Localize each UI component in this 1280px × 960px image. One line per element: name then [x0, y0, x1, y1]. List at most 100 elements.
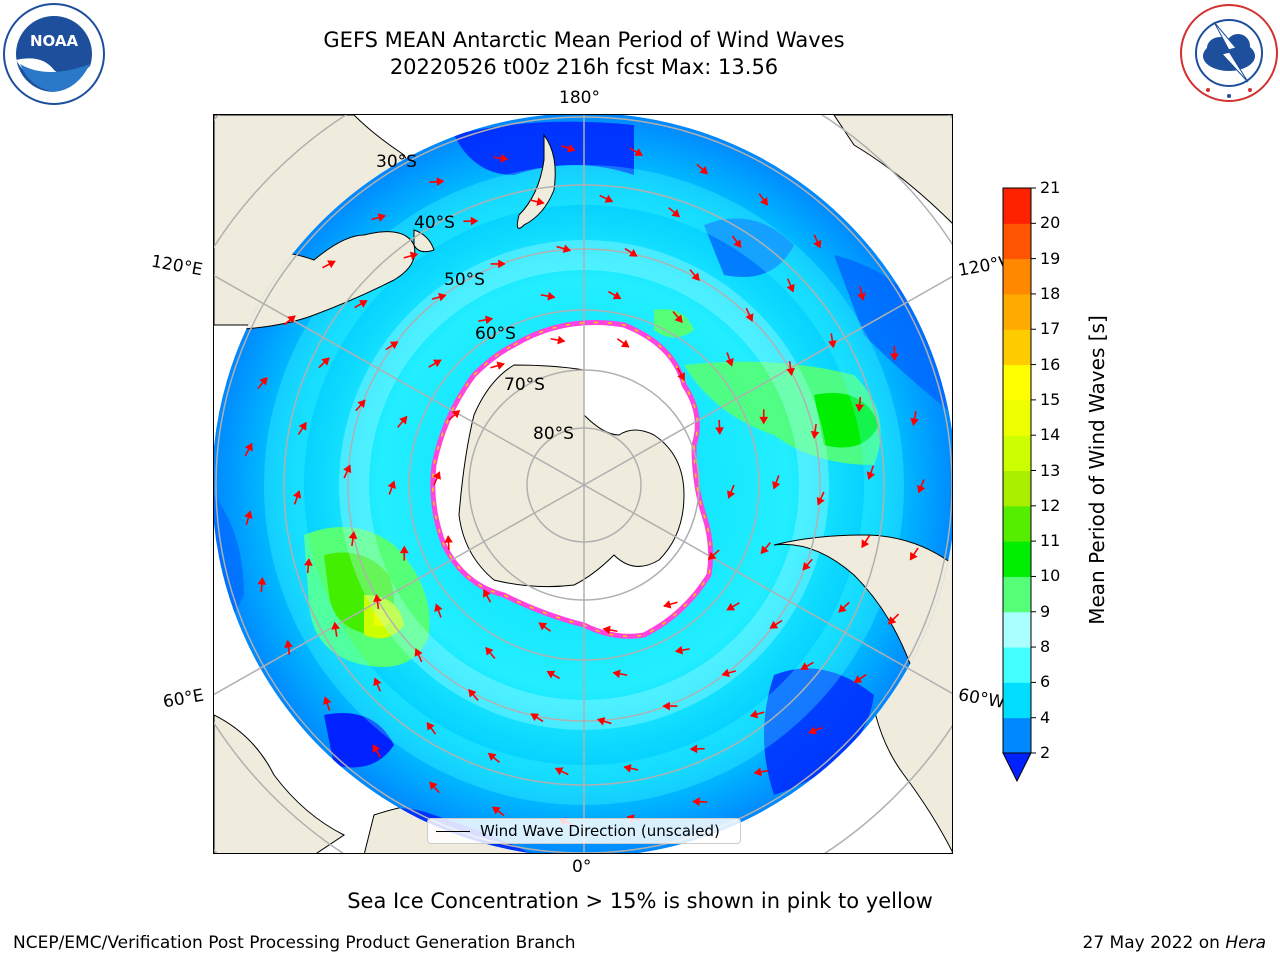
sea-ice-note: Sea Ice Concentration > 15% is shown in …: [347, 889, 933, 913]
colorbar-title: Mean Period of Wind Waves [s]: [1085, 315, 1109, 625]
wave-arrow-head: [612, 669, 621, 679]
lat-label-40s: 40°S: [414, 213, 455, 233]
colorbar-segment: [1003, 682, 1031, 719]
wave-arrow-head: [377, 213, 387, 222]
wave-arrow-head: [602, 625, 611, 635]
wave-arrow-head: [470, 216, 479, 226]
lon-label-120e: 120°E: [149, 251, 205, 281]
wave-arrow-head: [359, 300, 368, 308]
legend-label: Wind Wave Direction (unscaled): [480, 822, 720, 840]
wave-arrow-head: [321, 357, 330, 366]
wave-arrow-head: [387, 480, 396, 490]
wave-arrow-head: [749, 709, 759, 719]
wave-arrow-head: [496, 361, 505, 370]
wave-arrow-head: [500, 153, 509, 163]
wave-arrow-head: [562, 244, 572, 253]
wave-arrow-head: [343, 464, 352, 474]
wave-arrow-head: [917, 484, 926, 494]
colorbar-segment: [1003, 399, 1031, 436]
colorbar-tick-label: 11: [1040, 531, 1061, 551]
wave-arrow-head: [468, 689, 477, 698]
wave-arrow-head: [772, 480, 781, 490]
wave-arrow-head: [861, 539, 870, 549]
wave-arrow-head: [760, 197, 769, 206]
colorbar-tick-label: 16: [1040, 354, 1061, 374]
wave-arrow-head: [451, 410, 461, 419]
colorbar-tick-label: 8: [1040, 637, 1051, 657]
colorbar-segment: [1003, 188, 1031, 224]
wave-arrow-head: [432, 359, 442, 368]
wave-arrow-head: [855, 404, 864, 412]
wave-arrow-head: [373, 594, 382, 603]
wave-arrow-head: [331, 621, 340, 630]
wave-arrow-head: [691, 272, 700, 281]
wave-arrow-head: [357, 399, 366, 408]
footer-date: 27 May 2022 on Hera: [1083, 933, 1267, 953]
wave-arrow-head: [389, 341, 399, 350]
colorbar-segment: [1003, 470, 1031, 507]
chart-subtitle-run: 20220526 t00z 216h fcst Max: 13.56: [389, 55, 779, 79]
nws-logo: [1178, 2, 1280, 108]
colorbar-segment: [1003, 647, 1031, 683]
lat-label-30s: 30°S: [376, 152, 417, 172]
wave-arrow-head: [721, 668, 730, 678]
colorbar-segment: [1003, 329, 1031, 366]
lon-label-0: 0°: [572, 857, 592, 877]
wave-arrow-head: [485, 646, 494, 656]
wave-arrow-head: [866, 471, 876, 480]
noaa-logo: NOAA: [2, 2, 106, 110]
wave-arrow-head: [498, 259, 506, 269]
wave-arrow-head: [429, 781, 438, 790]
wave-arrow-head: [444, 535, 453, 543]
colorbar-tick-label: 12: [1040, 495, 1061, 515]
wave-arrow-head: [536, 197, 545, 206]
colorbar-tick-label: 13: [1040, 460, 1061, 480]
wave-arrow-head: [399, 545, 409, 554]
wave-arrow-head: [857, 292, 866, 301]
wave-arrow-head: [910, 417, 919, 426]
colorbar-tick-label: 20: [1040, 213, 1061, 233]
colorbar-tick-label: 6: [1040, 672, 1051, 692]
colorbar: [1002, 187, 1036, 783]
wave-arrow-head: [699, 166, 709, 175]
wave-arrow-head: [753, 767, 762, 777]
colorbar-segment: [1003, 223, 1031, 260]
wave-arrow-head: [557, 335, 566, 345]
wave-arrow-head: [566, 144, 576, 153]
wave-arrow-head: [432, 471, 441, 480]
wave-arrow-head: [604, 194, 614, 203]
wave-arrow-head: [596, 717, 606, 726]
wave-arrow-head: [671, 209, 681, 218]
wave-arrow-head: [612, 291, 622, 300]
wave-arrow-head: [244, 442, 253, 452]
wave-arrow-head: [323, 696, 332, 705]
wave-arrow-head: [745, 313, 754, 322]
wave-arrow-head: [634, 148, 643, 156]
wave-arrow-head: [802, 562, 811, 571]
footer-date-text: 27 May 2022 on: [1082, 933, 1226, 953]
wave-arrow-head: [554, 767, 564, 776]
lat-label-70s: 70°S: [504, 375, 545, 395]
colorbar-segment: [1003, 435, 1031, 471]
wave-arrow-head: [786, 283, 795, 293]
wave-arrow-head: [808, 726, 817, 735]
wave-arrow-head: [628, 248, 638, 257]
colorbar-tick-label: 18: [1040, 283, 1061, 303]
colorbar-segment: [1003, 505, 1031, 542]
colorbar-extend-min: [1002, 752, 1032, 783]
map-panel: [213, 114, 953, 854]
wave-arrow-head: [769, 620, 779, 629]
lat-label-50s: 50°S: [444, 270, 485, 290]
wave-arrow-head: [414, 648, 423, 657]
wave-arrow-head: [530, 713, 540, 722]
wave-arrow-head: [663, 600, 672, 609]
colorbar-segment: [1003, 717, 1031, 754]
wave-arrow-head: [726, 602, 736, 611]
wave-arrow-head: [298, 421, 307, 431]
wave-arrow-head: [838, 604, 847, 613]
wave-arrow-head: [727, 490, 736, 499]
colorbar-segment: [1003, 258, 1031, 295]
wave-arrow-head: [890, 353, 899, 361]
wave-arrow-head: [546, 670, 556, 679]
wave-arrow-head: [887, 616, 897, 625]
